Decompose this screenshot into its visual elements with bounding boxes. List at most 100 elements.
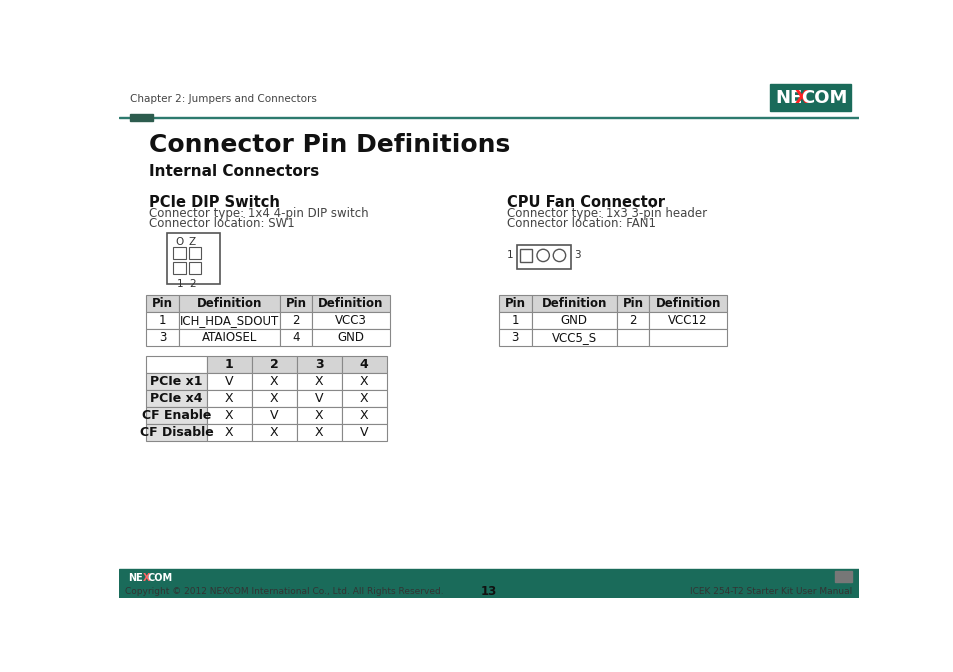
Text: CF Disable: CF Disable [139,426,213,439]
Bar [252,356,296,373]
Bar [146,390,207,407]
Text: V: V [225,375,233,388]
Text: ATAIOSEL: ATAIOSEL [201,331,256,343]
Bar [312,295,390,312]
Bar [189,247,201,259]
Text: ICEK 254-T2 Starter Kit User Manual: ICEK 254-T2 Starter Kit User Manual [689,587,852,597]
Text: Definition: Definition [318,296,383,310]
Bar [531,312,617,329]
Text: 3: 3 [511,331,518,343]
Bar [617,312,649,329]
Bar [341,424,386,441]
Bar [119,569,858,598]
Text: 1: 1 [176,280,183,290]
Bar [173,247,186,259]
Bar [179,295,279,312]
Bar [498,312,531,329]
Text: 4: 4 [292,331,299,343]
Text: NE: NE [129,573,143,583]
Text: 1: 1 [507,251,513,261]
Text: 1: 1 [225,358,233,371]
Text: X: X [270,426,278,439]
Text: X: X [225,426,233,439]
Text: Connector type: 1x3 3-pin header: Connector type: 1x3 3-pin header [506,207,706,220]
Text: X: X [359,375,368,388]
Bar [312,312,390,329]
Text: X: X [270,392,278,405]
Bar [341,356,386,373]
Bar [207,390,252,407]
Text: PCIe DIP Switch: PCIe DIP Switch [149,195,279,210]
Text: VCC12: VCC12 [668,314,707,327]
Bar [617,329,649,345]
Bar [341,373,386,390]
Text: Connector location: SW1: Connector location: SW1 [149,217,294,230]
Text: X: X [225,392,233,405]
Bar [296,373,341,390]
Bar [649,312,726,329]
Bar [519,249,532,261]
Text: X: X [142,573,150,583]
Bar [252,407,296,424]
Bar [119,117,858,118]
Bar [179,312,279,329]
Bar [296,424,341,441]
Bar [167,233,220,284]
Bar [296,407,341,424]
Bar [252,373,296,390]
Text: Connector location: FAN1: Connector location: FAN1 [506,217,655,230]
Text: Pin: Pin [152,296,172,310]
Text: Internal Connectors: Internal Connectors [149,164,318,179]
Text: Pin: Pin [504,296,525,310]
Bar [146,424,207,441]
Text: V: V [359,426,368,439]
Text: COM: COM [801,89,846,107]
Bar [207,407,252,424]
Text: CPU Fan Connector: CPU Fan Connector [506,195,664,210]
Text: Definition: Definition [196,296,262,310]
Text: Definition: Definition [541,296,606,310]
Text: O: O [175,237,184,247]
Text: Connector type: 1x4 4-pin DIP switch: Connector type: 1x4 4-pin DIP switch [149,207,368,220]
Bar [207,424,252,441]
Text: X: X [794,89,808,107]
Text: GND: GND [560,314,587,327]
Bar [498,329,531,345]
Text: X: X [359,409,368,422]
Text: CF Enable: CF Enable [142,409,211,422]
Text: Copyright © 2012 NEXCOM International Co., Ltd. All Rights Reserved.: Copyright © 2012 NEXCOM International Co… [125,587,443,597]
Bar [146,329,179,345]
Bar [146,295,179,312]
Text: V: V [314,392,323,405]
Text: X: X [359,392,368,405]
Text: 3: 3 [159,331,166,343]
Bar [189,261,201,274]
Text: 2: 2 [629,314,637,327]
Bar [341,390,386,407]
Text: 13: 13 [480,585,497,599]
Text: 1: 1 [159,314,166,327]
Text: 2: 2 [292,314,299,327]
Bar [125,572,178,584]
Bar [279,312,312,329]
Bar [146,407,207,424]
Text: Pin: Pin [622,296,643,310]
Bar [252,390,296,407]
Text: Pin: Pin [285,296,306,310]
Bar [146,356,207,373]
Bar [252,424,296,441]
Bar [279,295,312,312]
Text: 2: 2 [189,280,195,290]
Text: X: X [314,375,323,388]
Text: X: X [314,409,323,422]
Bar [146,312,179,329]
Text: X: X [270,375,278,388]
Text: Chapter 2: Jumpers and Connectors: Chapter 2: Jumpers and Connectors [130,95,316,105]
Text: 4: 4 [359,358,368,371]
Text: VCC5_S: VCC5_S [551,331,597,343]
Bar [341,407,386,424]
Bar [517,245,571,269]
Bar [179,329,279,345]
Bar [498,295,531,312]
Bar [296,356,341,373]
